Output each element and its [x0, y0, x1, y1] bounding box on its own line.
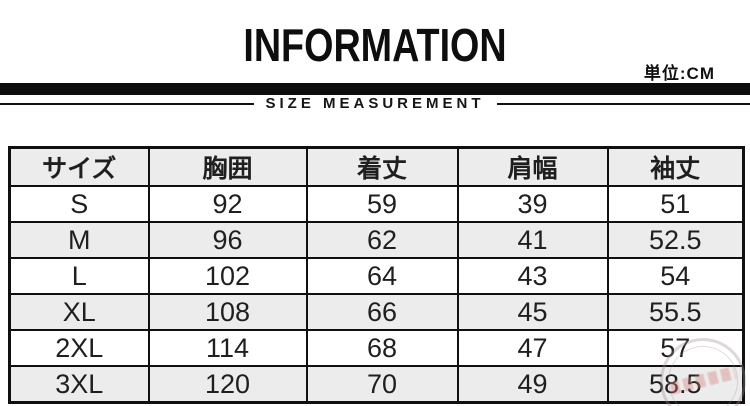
table-row: XL 108 66 45 55.5: [8, 293, 745, 331]
table-cell: 58.5: [606, 365, 745, 404]
table-cell: 51: [606, 185, 745, 223]
section-line-right: [496, 102, 750, 105]
table-row: 2XL 114 68 47 57: [8, 329, 745, 367]
table-cell: 120: [147, 365, 308, 404]
table-cell: 57: [606, 329, 745, 367]
column-header-shoulder: 肩幅: [456, 146, 609, 187]
page-title: INFORMATION: [243, 19, 507, 71]
column-header-chest: 胸囲: [147, 146, 308, 187]
table-row: M 96 62 41 52.5: [8, 221, 745, 259]
size-cell: S: [8, 185, 150, 223]
table-cell: 49: [456, 365, 609, 404]
section-line-left: [0, 102, 254, 105]
table-cell: 64: [305, 257, 459, 295]
table-cell: 108: [147, 293, 308, 331]
table-cell: 47: [456, 329, 609, 367]
table-cell: 55.5: [606, 293, 745, 331]
table-cell: 54: [606, 257, 745, 295]
table-cell: 96: [147, 221, 308, 259]
table-cell: 59: [305, 185, 459, 223]
table-row: L 102 64 43 54: [8, 257, 745, 295]
table-cell: 68: [305, 329, 459, 367]
table-cell: 52.5: [606, 221, 745, 259]
table-row: S 92 59 39 51: [8, 185, 745, 223]
table-cell: 102: [147, 257, 308, 295]
size-cell: 3XL: [8, 365, 150, 404]
section-label: SIZE MEASUREMENT: [265, 95, 485, 112]
table-cell: 114: [147, 329, 308, 367]
table-row: 3XL 120 70 49 58.5: [8, 365, 745, 404]
table-header-row: サイズ 胸囲 着丈 肩幅 袖丈: [8, 146, 745, 187]
size-cell: XL: [8, 293, 150, 331]
size-cell: 2XL: [8, 329, 150, 367]
divider-bar: [0, 83, 750, 95]
column-header-length: 着丈: [305, 146, 459, 187]
size-cell: L: [8, 257, 150, 295]
table-cell: 43: [456, 257, 609, 295]
table-cell: 45: [456, 293, 609, 331]
column-header-size: サイズ: [8, 146, 150, 187]
size-measurement-table: サイズ 胸囲 着丈 肩幅 袖丈 S 92 59 39 51 M 96 62 41…: [8, 146, 745, 404]
table-cell: 62: [305, 221, 459, 259]
size-cell: M: [8, 221, 150, 259]
column-header-sleeve: 袖丈: [606, 146, 745, 187]
table-cell: 39: [456, 185, 609, 223]
table-cell: 92: [147, 185, 308, 223]
table-cell: 70: [305, 365, 459, 404]
table-cell: 66: [305, 293, 459, 331]
section-header: SIZE MEASUREMENT: [0, 95, 750, 112]
table-cell: 41: [456, 221, 609, 259]
unit-label: 単位:CM: [643, 64, 715, 83]
